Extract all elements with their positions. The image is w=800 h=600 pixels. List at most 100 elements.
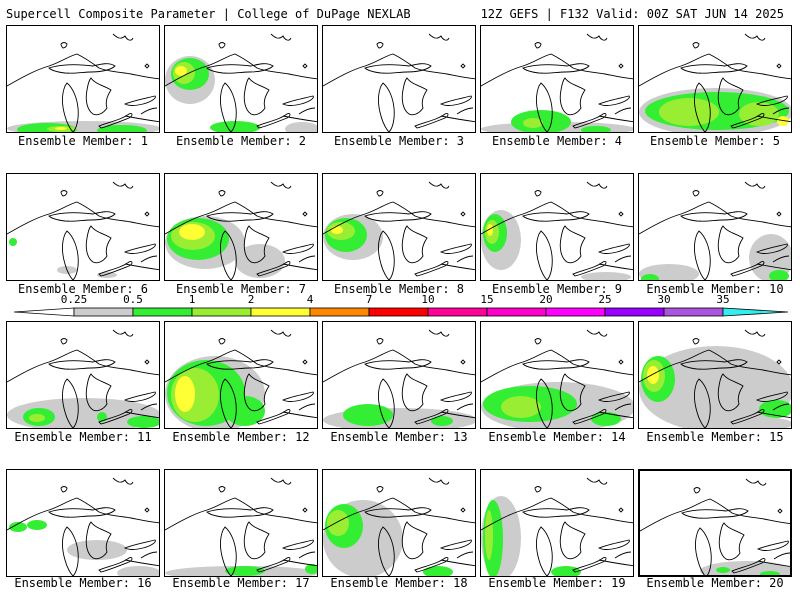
colorbar-segment: [191, 307, 252, 317]
coastline: [302, 507, 308, 513]
colorbar-tick-label: 35: [716, 293, 730, 306]
colorbar-segment: [73, 307, 134, 317]
colorbar-segment: [132, 307, 193, 317]
coastline: [60, 42, 68, 49]
coastline: [281, 243, 314, 254]
scp-contour-yellowgreen: [485, 510, 493, 560]
color-scale-bar: [14, 307, 788, 317]
coastline: [614, 255, 632, 263]
colorbar-tick-label: 10: [421, 293, 435, 306]
coastline: [731, 558, 766, 574]
coastline: [414, 113, 449, 129]
scp-contour-yellow: [175, 66, 187, 76]
coastline: [298, 551, 316, 559]
scp-contour-yellow: [487, 224, 493, 236]
coastline: [323, 53, 475, 87]
ensemble-member-label: Ensemble Member: 9: [491, 282, 623, 296]
coastline: [535, 82, 553, 132]
coastline: [323, 201, 475, 235]
scp-field: [481, 181, 633, 280]
coastline: [730, 409, 765, 425]
coastline: [481, 497, 633, 531]
coastline: [218, 338, 226, 345]
scp-contour-green: [551, 566, 581, 576]
coastline: [85, 225, 112, 264]
coastline: [597, 391, 630, 402]
coastline: [112, 181, 134, 189]
coastline: [124, 115, 159, 123]
coastline: [428, 477, 450, 485]
coastline: [112, 329, 134, 337]
coastline: [60, 338, 68, 345]
coastline: [757, 560, 790, 567]
scp-contour-green: [97, 412, 107, 422]
coastline: [586, 181, 608, 189]
coastline: [717, 77, 744, 116]
colorbar-segment: [368, 307, 429, 317]
coastline: [755, 95, 788, 106]
coastline: [243, 225, 270, 264]
ensemble-member-label: Ensemble Member: 6: [17, 282, 149, 296]
coastline: [755, 243, 788, 254]
coastline: [48, 211, 116, 222]
coastline: [401, 521, 428, 560]
coastline: [559, 225, 586, 264]
ensemble-member-map: [164, 469, 318, 577]
coastline: [140, 107, 158, 115]
coastline: [144, 211, 150, 217]
coastline: [270, 477, 292, 485]
coastline: [256, 113, 291, 129]
coastline: [460, 359, 466, 365]
coastline: [98, 557, 133, 573]
coastline: [572, 261, 607, 277]
colorbar-tick-label: 15: [480, 293, 494, 306]
coastline: [456, 551, 474, 559]
coastline: [123, 539, 156, 550]
coastline: [756, 540, 789, 551]
coastline: [777, 508, 783, 514]
coastline: [534, 486, 542, 493]
ensemble-member-map: [322, 25, 476, 133]
ensemble-member-map: [6, 173, 160, 281]
coastline: [756, 115, 791, 123]
scp-contour-green: [431, 416, 453, 426]
coastline: [440, 411, 475, 419]
coastline: [124, 559, 159, 567]
coastline: [717, 373, 744, 412]
coastline: [48, 359, 116, 370]
coastline: [772, 107, 790, 115]
colorbar-tick-label: 30: [657, 293, 671, 306]
coastline: [98, 261, 133, 277]
colorbar-tick-label: 1: [188, 293, 196, 306]
scp-field: [7, 329, 159, 428]
coastline: [48, 507, 116, 518]
colorbar-segment: [722, 307, 788, 317]
scp-contour-light: [97, 272, 117, 278]
coastline: [744, 329, 766, 337]
coastline: [414, 261, 449, 277]
coastline: [219, 378, 237, 428]
coastline: [439, 391, 472, 402]
coastline: [639, 201, 791, 235]
coastline: [364, 211, 432, 222]
scp-field: [481, 329, 633, 428]
coastline: [218, 486, 226, 493]
coastline: [680, 63, 748, 74]
coastline: [559, 373, 586, 412]
ensemble-member-label: Ensemble Member: 1: [17, 134, 149, 148]
coastline: [414, 557, 449, 573]
coastline: [693, 82, 711, 132]
ensemble-member-map: [638, 469, 792, 577]
ensemble-member-map: [6, 469, 160, 577]
ensemble-member-label: Ensemble Member: 8: [333, 282, 465, 296]
coastline: [597, 95, 630, 106]
coastline: [48, 63, 116, 74]
scp-contour-yellow: [647, 366, 659, 384]
coastline: [618, 211, 624, 217]
coastline: [744, 181, 766, 189]
coastline: [640, 498, 790, 532]
coastline: [282, 115, 317, 123]
scp-contour-green: [97, 125, 147, 132]
coastline: [219, 82, 237, 132]
coastline: [60, 486, 68, 493]
